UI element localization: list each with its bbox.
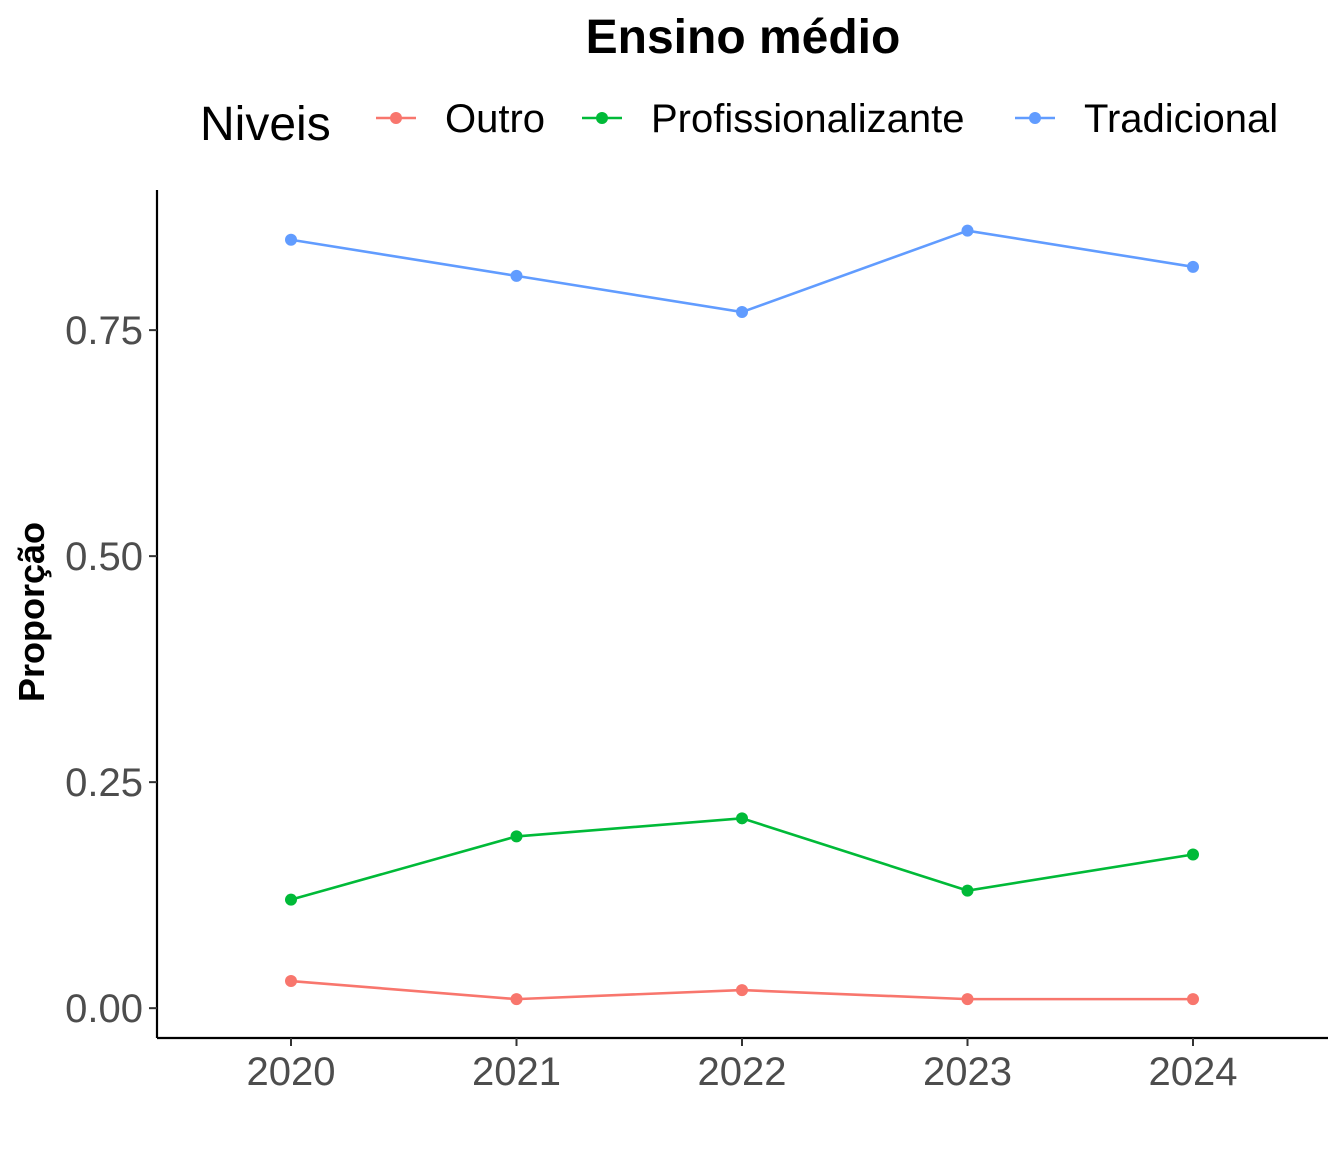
legend-item-tradicional: Tradicional — [1015, 97, 1278, 141]
y-tick-label: 0.00 — [65, 987, 143, 1031]
legend: Niveis Outro Profissionalizante Tradiciona… — [200, 97, 1278, 151]
series-line-profissionalizante — [290, 816, 1194, 901]
x-tick-label: 2020 — [247, 1050, 336, 1094]
data-point-outro — [510, 993, 523, 1006]
legend-label: Outro — [445, 97, 545, 141]
legend-label: Tradicional — [1084, 97, 1278, 141]
data-point-tradicional — [1187, 260, 1199, 273]
plot-area: 0.00 0.25 0.50 0.75 2020 2021 2022 2023 2024 — [65, 190, 1328, 1094]
series-line-tradicional — [290, 229, 1194, 314]
data-point-profissionalizante — [510, 830, 523, 843]
chart-title: Ensino médio — [586, 11, 901, 64]
y-tick-label: 0.75 — [65, 309, 143, 353]
data-point-profissionalizante — [961, 884, 974, 897]
data-point-outro — [1187, 993, 1199, 1006]
data-point-tradicional — [961, 224, 974, 237]
x-tick-label: 2021 — [472, 1050, 561, 1094]
y-axis-title: Proporção — [11, 522, 52, 702]
data-point-outro — [285, 975, 297, 988]
data-point-profissionalizante — [736, 812, 748, 825]
data-point-outro — [961, 993, 974, 1006]
legend-item-outro: Outro — [376, 97, 545, 141]
legend-title: Niveis — [200, 98, 331, 151]
x-tick-label: 2024 — [1149, 1050, 1238, 1094]
y-tick-label: 0.50 — [65, 535, 143, 579]
legend-label: Profissionalizante — [651, 97, 965, 141]
legend-key-point — [1029, 112, 1041, 124]
legend-key-point — [390, 112, 402, 124]
legend-key-point — [596, 112, 608, 124]
legend-item-profissionalizante: Profissionalizante — [582, 97, 965, 141]
x-tick-label: 2023 — [923, 1050, 1012, 1094]
data-point-outro — [736, 984, 748, 997]
data-point-profissionalizante — [285, 893, 297, 906]
data-point-tradicional — [285, 233, 297, 246]
data-point-tradicional — [510, 269, 523, 282]
data-point-tradicional — [736, 306, 748, 319]
data-point-profissionalizante — [1187, 848, 1199, 861]
y-tick-label: 0.25 — [65, 761, 143, 805]
x-tick-label: 2022 — [698, 1050, 787, 1094]
